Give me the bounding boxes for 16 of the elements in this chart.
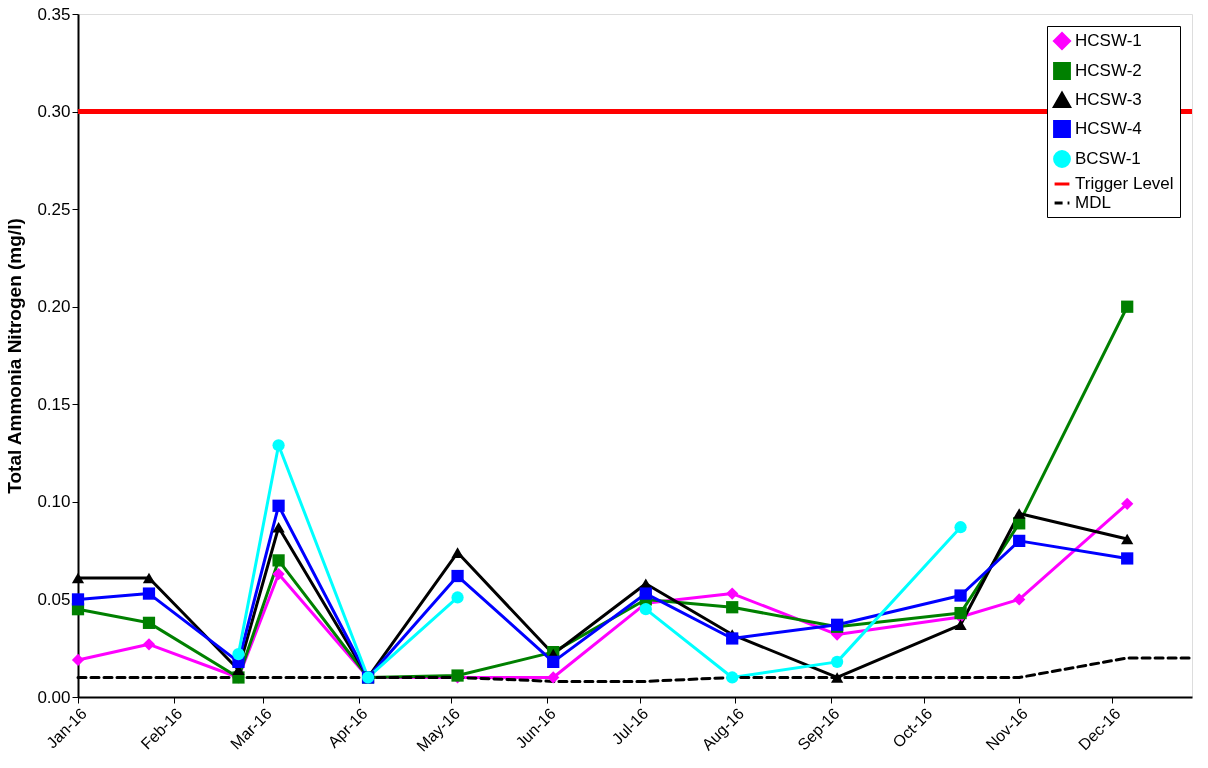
y-axis-title: Total Ammonia Nitrogen (mg/l) [4,218,26,494]
y-tick-label: 0.25 [37,199,71,219]
legend-label: HCSW-2 [1075,61,1142,80]
y-tick-label: 0.10 [37,492,71,512]
legend-label: HCSW-1 [1075,31,1142,50]
legend-label: HCSW-4 [1075,119,1142,138]
legend-label: HCSW-3 [1075,90,1142,109]
y-tick-label: 0.05 [37,589,71,609]
y-tick-label: 0.00 [37,687,71,707]
legend-label: BCSW-1 [1075,149,1141,168]
legend-label: MDL [1075,193,1111,212]
y-tick-label: 0.20 [37,297,71,317]
y-tick-label: 0.15 [37,394,71,414]
legend-label: Trigger Level [1075,174,1174,193]
y-tick-label: 0.30 [37,102,71,122]
y-tick-label: 0.35 [37,4,71,24]
